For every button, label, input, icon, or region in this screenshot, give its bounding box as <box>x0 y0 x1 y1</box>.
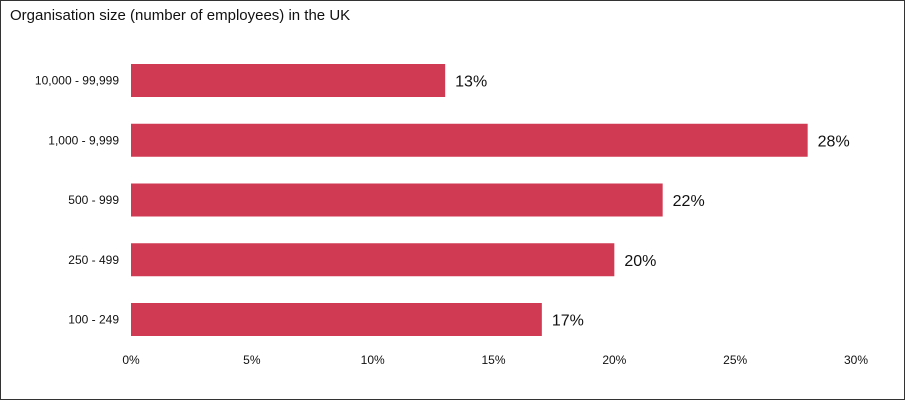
x-tick-label-5: 25% <box>723 353 747 367</box>
x-tick-label-3: 15% <box>481 353 505 367</box>
x-tick-label-4: 20% <box>602 353 626 367</box>
category-label-2: 500 - 999 <box>68 193 119 207</box>
x-tick-label-0: 0% <box>122 353 140 367</box>
x-tick-label-1: 5% <box>243 353 261 367</box>
category-label-1: 1,000 - 9,999 <box>48 133 119 147</box>
bar-2 <box>131 183 663 217</box>
bar-0 <box>131 64 446 97</box>
value-label-2: 22% <box>673 193 705 210</box>
value-label-1: 28% <box>818 133 850 150</box>
value-label-3: 20% <box>624 253 656 270</box>
chart-title: Organisation size (number of employees) … <box>10 7 351 24</box>
x-tick-label-6: 30% <box>844 353 868 367</box>
value-label-0: 13% <box>455 74 487 91</box>
category-label-4: 100 - 249 <box>68 313 119 327</box>
category-label-3: 250 - 499 <box>68 253 119 267</box>
bar-1 <box>131 123 808 157</box>
bar-4 <box>131 303 542 336</box>
category-label-0: 10,000 - 99,999 <box>35 74 119 88</box>
bar-3 <box>131 243 615 277</box>
value-label-4: 17% <box>552 313 584 330</box>
x-tick-label-2: 10% <box>361 353 385 367</box>
